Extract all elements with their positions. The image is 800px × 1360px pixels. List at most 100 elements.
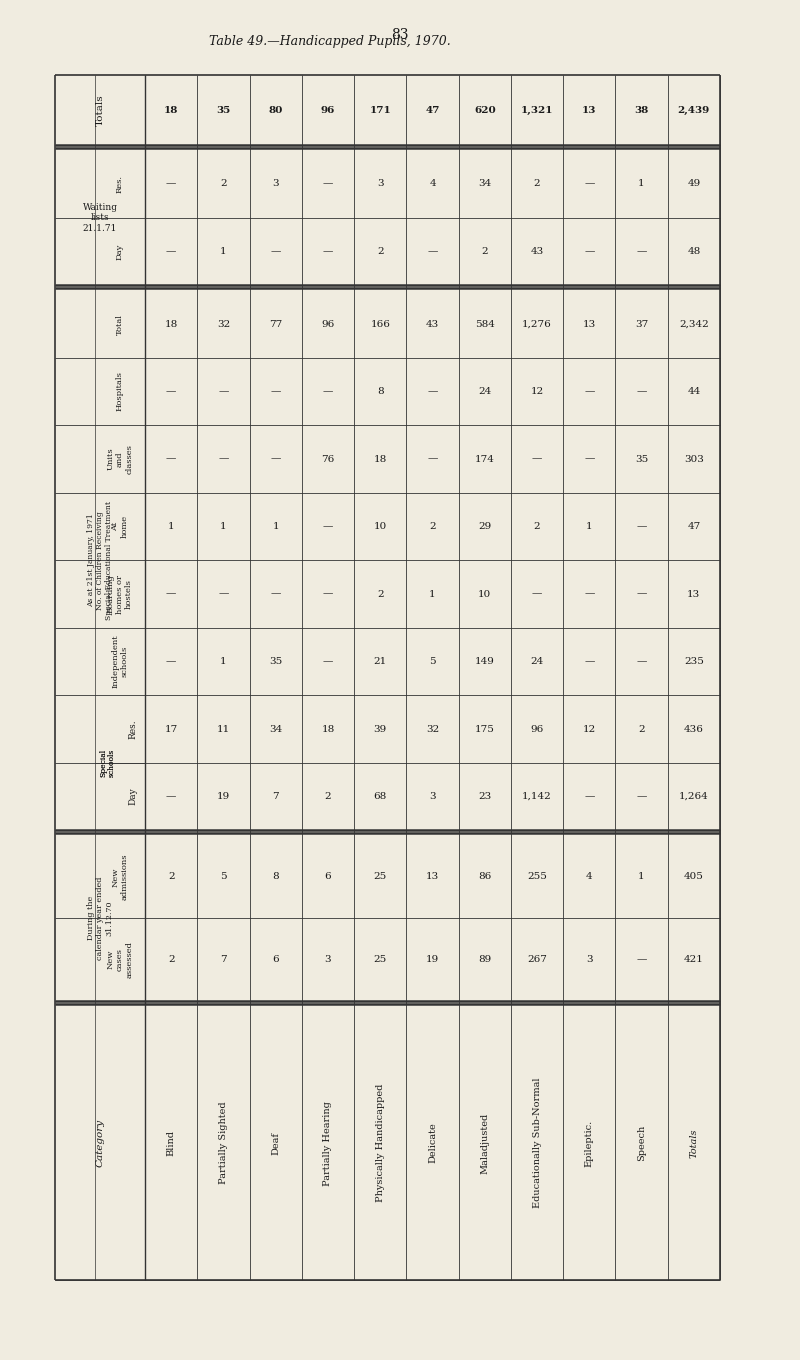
Text: 1: 1 (220, 657, 226, 666)
Text: —: — (166, 792, 176, 801)
Text: —: — (584, 454, 594, 464)
Text: —: — (584, 248, 594, 256)
Text: 4: 4 (429, 180, 436, 189)
Text: Res.: Res. (128, 719, 137, 738)
Text: 49: 49 (687, 180, 701, 189)
Text: —: — (637, 955, 646, 964)
Text: 19: 19 (426, 955, 439, 964)
Text: Day: Day (128, 787, 137, 805)
Text: 18: 18 (374, 454, 387, 464)
Text: Waiting
lists
21.1.71: Waiting lists 21.1.71 (82, 203, 118, 233)
Text: 35: 35 (635, 454, 648, 464)
Text: 86: 86 (478, 872, 491, 881)
Text: Boarding
homes or
hostels: Boarding homes or hostels (107, 574, 133, 613)
Text: —: — (637, 248, 646, 256)
Text: —: — (166, 590, 176, 598)
Text: —: — (218, 454, 229, 464)
Text: 32: 32 (426, 725, 439, 733)
Text: —: — (637, 657, 646, 666)
Text: 1,142: 1,142 (522, 792, 552, 801)
Text: Partially Hearing: Partially Hearing (323, 1100, 333, 1186)
Text: 7: 7 (220, 955, 226, 964)
Text: At
home: At home (111, 515, 129, 539)
Text: 19: 19 (217, 792, 230, 801)
Text: 17: 17 (165, 725, 178, 733)
Text: —: — (584, 180, 594, 189)
Text: Independent
schools: Independent schools (111, 635, 129, 688)
Text: —: — (322, 388, 333, 396)
Text: 4: 4 (586, 872, 593, 881)
Text: 47: 47 (687, 522, 701, 530)
Text: 10: 10 (374, 522, 387, 530)
Text: 8: 8 (377, 388, 383, 396)
Text: 37: 37 (635, 320, 648, 329)
Text: 25: 25 (374, 872, 387, 881)
Text: 34: 34 (269, 725, 282, 733)
Text: 76: 76 (322, 454, 334, 464)
Text: 24: 24 (530, 657, 544, 666)
Text: 5: 5 (429, 657, 436, 666)
Text: —: — (584, 388, 594, 396)
Text: —: — (532, 454, 542, 464)
Text: 32: 32 (217, 320, 230, 329)
Text: 1: 1 (220, 522, 226, 530)
Text: 2: 2 (534, 180, 540, 189)
Text: 23: 23 (478, 792, 491, 801)
Text: 47: 47 (426, 106, 440, 114)
Text: 149: 149 (475, 657, 494, 666)
Text: Epileptic.: Epileptic. (585, 1119, 594, 1167)
Text: Delicate: Delicate (428, 1123, 437, 1163)
Text: 436: 436 (684, 725, 704, 733)
Text: 175: 175 (475, 725, 494, 733)
Text: Maladjusted: Maladjusted (480, 1112, 490, 1174)
Text: Special
schools: Special schools (99, 749, 116, 777)
Text: 7: 7 (272, 792, 279, 801)
Text: 12: 12 (582, 725, 596, 733)
Text: Deaf: Deaf (271, 1132, 280, 1155)
Text: 43: 43 (530, 248, 544, 256)
Text: Total: Total (116, 314, 124, 335)
Text: —: — (637, 522, 646, 530)
Text: 2: 2 (220, 180, 226, 189)
Text: —: — (218, 590, 229, 598)
Text: 1: 1 (168, 522, 174, 530)
Text: 1: 1 (586, 522, 593, 530)
Text: Special
schools: Special schools (99, 749, 116, 777)
Text: During the
calendar year ended
31.12.70: During the calendar year ended 31.12.70 (86, 877, 114, 960)
Text: 2: 2 (377, 590, 383, 598)
Text: 174: 174 (475, 454, 494, 464)
Text: Educationally Sub-Normal: Educationally Sub-Normal (533, 1078, 542, 1208)
Text: Day: Day (116, 243, 124, 260)
Text: 18: 18 (164, 106, 178, 114)
Text: 2: 2 (168, 955, 174, 964)
Text: 1: 1 (638, 872, 645, 881)
Text: 166: 166 (370, 320, 390, 329)
Text: 43: 43 (426, 320, 439, 329)
Text: Physically Handicapped: Physically Handicapped (376, 1084, 385, 1202)
Text: —: — (270, 454, 281, 464)
Text: 34: 34 (478, 180, 491, 189)
Text: 96: 96 (321, 106, 335, 114)
Text: 5: 5 (220, 872, 226, 881)
Text: —: — (637, 388, 646, 396)
Text: 3: 3 (586, 955, 593, 964)
Text: 21: 21 (374, 657, 387, 666)
Text: 2: 2 (377, 248, 383, 256)
Text: As at 21st January, 1971
No. of Children Receiving
Special Educational Treatment: As at 21st January, 1971 No. of Children… (86, 500, 114, 620)
Text: 1,276: 1,276 (522, 320, 552, 329)
Text: —: — (166, 180, 176, 189)
Text: 24: 24 (478, 388, 491, 396)
Text: —: — (322, 590, 333, 598)
Text: New
cases
assessed: New cases assessed (107, 941, 133, 978)
Text: —: — (166, 454, 176, 464)
Text: 3: 3 (429, 792, 436, 801)
Text: 303: 303 (684, 454, 704, 464)
Text: 235: 235 (684, 657, 704, 666)
Text: —: — (427, 248, 438, 256)
Text: Hospitals: Hospitals (116, 371, 124, 412)
Text: 421: 421 (684, 955, 704, 964)
Text: 1,321: 1,321 (521, 106, 554, 114)
Text: —: — (322, 657, 333, 666)
Text: 38: 38 (634, 106, 649, 114)
Text: Blind: Blind (166, 1130, 176, 1156)
